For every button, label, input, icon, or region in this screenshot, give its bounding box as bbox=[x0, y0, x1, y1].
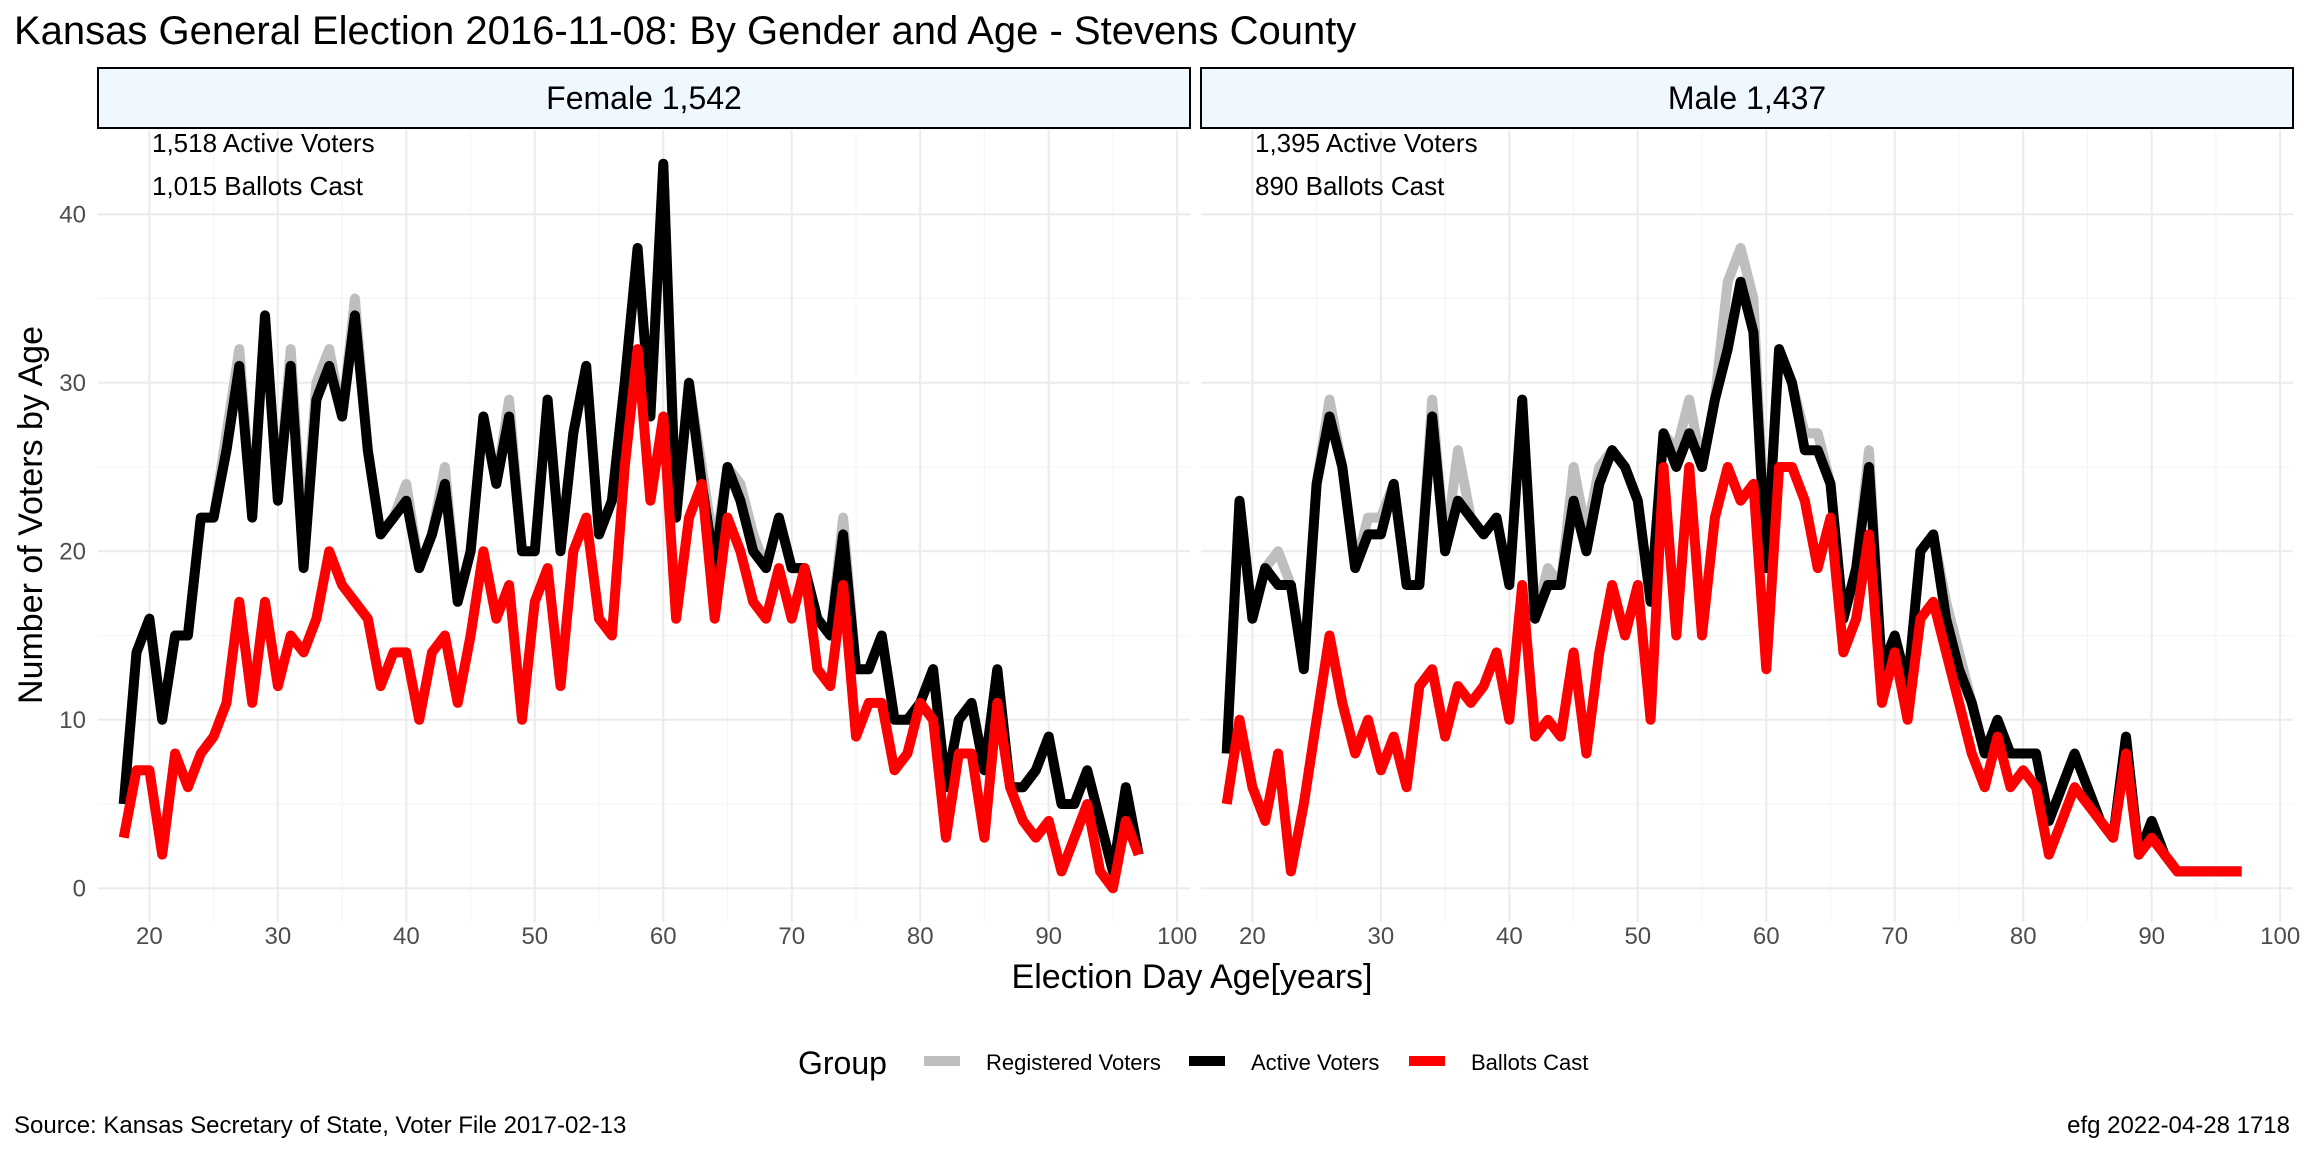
legend-title: Group bbox=[798, 1045, 887, 1081]
legend-label: Registered Voters bbox=[986, 1050, 1161, 1075]
x-tick-label: 20 bbox=[136, 923, 163, 950]
series-line-ballots-cast bbox=[118, 344, 1144, 894]
panel-annotation: 890 Ballots Cast bbox=[1255, 171, 1445, 201]
x-tick-labels: 20 30 40 50 60 70 80 90 100 bbox=[1239, 923, 2300, 950]
legend: Group Registered Voters Active Voters Ball… bbox=[798, 1045, 1588, 1081]
panel-annotations: 1,395 Active Voters 890 Ballots Cast bbox=[1255, 128, 1478, 201]
grid bbox=[98, 130, 1190, 922]
series-lines bbox=[118, 158, 1144, 894]
panel-female: Female 1,542 20 30 40 50 60 70 80 90 100 0 10 20 30 40… bbox=[59, 67, 1197, 950]
x-tick-label: 90 bbox=[2138, 923, 2165, 950]
panels: Female 1,542 20 30 40 50 60 70 80 90 100 0 10 20 30 40… bbox=[59, 67, 2300, 950]
x-tick-label: 100 bbox=[1157, 923, 1197, 950]
series-lines bbox=[1221, 243, 2242, 877]
legend-label: Active Voters bbox=[1251, 1050, 1379, 1075]
facet-strip-box bbox=[1200, 67, 2294, 129]
series-line-active-voters bbox=[118, 158, 1144, 877]
x-tick-labels: 20 30 40 50 60 70 80 90 100 bbox=[136, 923, 1197, 950]
x-tick-label: 60 bbox=[1753, 923, 1780, 950]
x-tick-label: 100 bbox=[2260, 923, 2300, 950]
x-tick-label: 20 bbox=[1239, 923, 1266, 950]
y-tick-label: 20 bbox=[59, 538, 86, 565]
legend-item: Ballots Cast bbox=[1409, 1050, 1588, 1075]
x-tick-label: 40 bbox=[1496, 923, 1523, 950]
legend-item: Registered Voters bbox=[924, 1050, 1161, 1075]
y-tick-label: 40 bbox=[59, 201, 86, 228]
legend-items: Registered Voters Active Voters Ballots Ca… bbox=[924, 1050, 1588, 1075]
x-tick-label: 80 bbox=[907, 923, 934, 950]
series-line-ballots-cast bbox=[1221, 462, 2242, 877]
x-tick-label: 50 bbox=[1624, 923, 1651, 950]
x-tick-label: 90 bbox=[1035, 923, 1062, 950]
credit-note: efg 2022-04-28 1718 bbox=[2067, 1112, 2290, 1139]
y-axis-label: Number of Voters by Age bbox=[12, 326, 50, 704]
chart-title: Kansas General Election 2016-11-08: By G… bbox=[14, 9, 1356, 53]
panel-annotation: 1,015 Ballots Cast bbox=[152, 171, 364, 201]
panel-annotation: 1,395 Active Voters bbox=[1255, 128, 1478, 158]
y-tick-label: 10 bbox=[59, 707, 86, 734]
x-tick-label: 50 bbox=[521, 923, 548, 950]
series-line-active-voters bbox=[1221, 276, 2242, 877]
x-tick-label: 60 bbox=[650, 923, 677, 950]
y-tick-label: 0 bbox=[73, 875, 86, 902]
facet-strip: Male 1,437 bbox=[1200, 67, 2294, 129]
panel-annotation: 1,518 Active Voters bbox=[152, 128, 375, 158]
x-tick-label: 70 bbox=[1881, 923, 1908, 950]
facet-strip-box bbox=[97, 67, 1191, 129]
legend-item: Active Voters bbox=[1189, 1050, 1379, 1075]
facet-strip-label: Female 1,542 bbox=[546, 80, 742, 116]
x-tick-label: 80 bbox=[2010, 923, 2037, 950]
x-axis-label: Election Day Age[years] bbox=[1012, 958, 1373, 996]
x-tick-label: 30 bbox=[265, 923, 292, 950]
facet-strip-label: Male 1,437 bbox=[1668, 80, 1826, 116]
x-tick-label: 40 bbox=[393, 923, 420, 950]
x-tick-label: 30 bbox=[1368, 923, 1395, 950]
source-note: Source: Kansas Secretary of State, Voter… bbox=[14, 1112, 626, 1139]
panel-male: Male 1,437 20 30 40 50 60 70 80 90 100 1,395 Activ… bbox=[1200, 67, 2300, 950]
legend-label: Ballots Cast bbox=[1471, 1050, 1588, 1075]
y-tick-label: 30 bbox=[59, 370, 86, 397]
facet-strip: Female 1,542 bbox=[97, 67, 1191, 129]
y-tick-labels: 0 10 20 30 40 bbox=[59, 201, 86, 902]
x-tick-label: 70 bbox=[778, 923, 805, 950]
panel-annotations: 1,518 Active Voters 1,015 Ballots Cast bbox=[152, 128, 375, 201]
